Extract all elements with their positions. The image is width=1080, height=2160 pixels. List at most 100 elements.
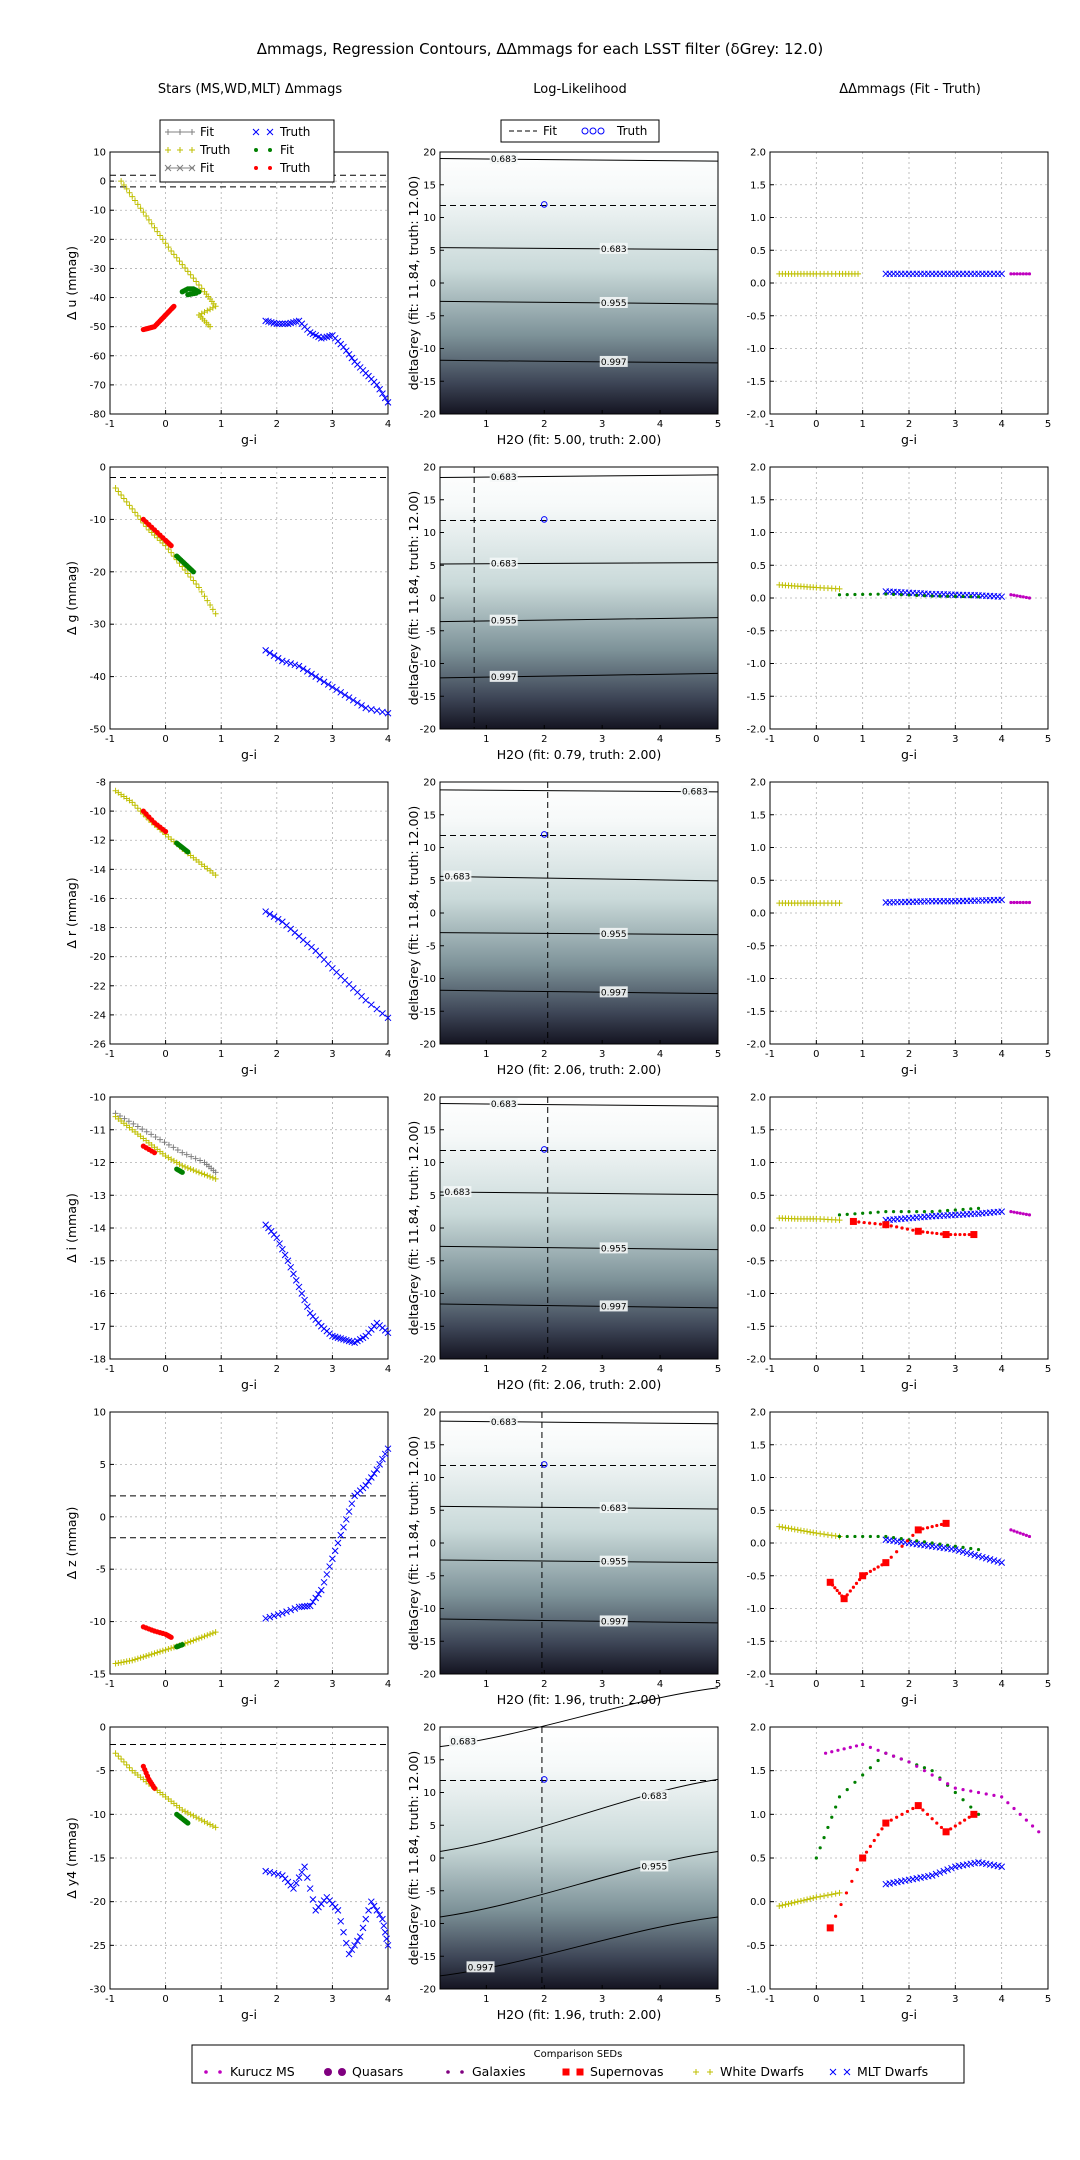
panel-stars-y4: -1 0 1 2 3 40-5-10-15-20-25-30g-iΔ y4 (mmag) [64,1723,392,2022]
panel-loglike-y4: 0.683 0.683 0.955 0.997 1 2 3 4 5 20 15 10 5 0 -5 -10 -1… [406,1687,721,2022]
ms-point [115,1753,122,1760]
kurucz-residual-point [1015,594,1019,598]
y-tick-label: 15 [423,1440,436,1451]
mlt-point [301,1603,308,1610]
ms-fit-point [134,1123,141,1130]
x-tick-label: 2 [541,1994,547,2005]
legend-label: Fit [200,161,214,175]
legend-frame [159,119,335,183]
mlt-point [298,1290,306,1297]
x-tick-label: 2 [274,1679,280,1690]
supernova-square [882,1221,890,1229]
supernova-residual-point [844,1891,849,1895]
x-tick-label: 5 [1045,419,1051,430]
galaxy-residual-point [891,592,896,596]
mlt-point [376,1911,384,1919]
supernova-residual-point [868,1569,872,1573]
ms-point [195,1815,202,1822]
mlt-point [354,1937,361,1945]
contour-label-bg [599,1615,628,1627]
wd-residual-point [810,1529,817,1536]
contour-line [439,300,719,305]
truth-point [540,831,548,838]
truth-point [540,1461,548,1468]
mlt-point [349,696,357,704]
kurucz-residual-point [824,1751,828,1755]
supernova-residual-point [911,1228,915,1232]
x-tick-label: 0 [162,734,168,745]
contour-label: 0.683 [601,245,627,255]
y-tick-label: -15 [420,1952,436,1963]
panel-residual-u: -1 0 1 2 3 4 5 2.0 1.5 1.0 0.5 0.0 -0.5 -1.0 -1.5 -2.0 g… [746,148,1051,448]
ms-point [112,484,119,491]
x-tick-label: 0 [162,1364,168,1375]
kurucz-residual-point [1027,1534,1032,1539]
supernova-residual-point [967,1232,971,1237]
y-axis-label: deltaGrey (fit: 11.84, truth: 12.00) [406,491,421,705]
y-tick-label: -15 [90,1256,106,1267]
kurucz-residual-point [1006,1801,1010,1805]
x-tick-label: 4 [385,1679,391,1690]
legend-marker [188,164,196,172]
kurucz-residual-point [1021,900,1025,905]
y-tick-label: 0.5 [750,1506,766,1517]
panel-stars-i: -1 0 1 2 3 4-10-11-12-13-14-15-16-17-18g-iΔ i… [64,1093,392,1392]
y-tick-label: -0.5 [746,1941,766,1952]
supernova-residual-point [900,1544,904,1548]
y-tick-label: 0.0 [750,594,766,605]
x-tick-label: 0 [162,419,168,430]
supernova-square [882,1559,890,1567]
mlt-point [381,394,389,402]
y-tick-label: -15 [420,377,436,388]
supernova-square [914,1227,922,1235]
ms-point [190,1167,197,1174]
panel-loglike-g: 0.683 0.683 0.955 0.997 1 2 3 4 5 20 15 10 5 0 -5 -10 -1… [406,463,721,763]
wd-residual-point [785,1525,792,1532]
contour-label-bg [489,670,518,682]
kurucz-residual-point [1027,596,1032,600]
mlt-point [266,649,274,657]
mlt-residual-point [967,1550,975,1558]
y-tick-label: -8 [96,778,106,789]
ms-point [201,1633,208,1640]
x-tick-label: 1 [218,1679,224,1690]
mlt-point [383,1935,390,1943]
x-tick-label: 2 [906,1364,912,1375]
galaxy-residual-point [907,593,911,597]
panel-stars-g: -1 0 1 2 3 40-10-20-30-40-50g-iΔ g (mmag) [64,463,392,762]
y-tick-label: 20 [423,148,436,159]
x-tick-label: -1 [765,419,775,430]
supernova-residual-point [921,1527,925,1531]
legend-marker [562,2068,570,2076]
legend-marker [581,127,589,135]
mlt-point [274,1611,282,1618]
ms-point [120,1758,127,1765]
y-tick-label: -20 [420,1355,436,1366]
galaxy-residual-point [814,1856,818,1860]
kurucz-residual-point [1027,272,1032,276]
supernova-square [914,1802,922,1810]
mlt-point [292,1277,300,1284]
mlt-point [274,915,282,923]
x-tick-label: 4 [385,734,391,745]
x-tick-label: 2 [274,734,280,745]
ms-point [126,1764,133,1771]
mlt-point [270,1869,278,1877]
supernova-residual-point [872,1838,876,1843]
x-tick-label: 3 [952,1049,958,1060]
supernova-square [970,1231,978,1239]
supernova-residual-point [850,1879,854,1883]
contour-line [439,1303,719,1309]
contour-label: 0.955 [601,1558,627,1568]
kurucz-residual-point [946,1782,950,1786]
wd-residual-point [776,1523,783,1530]
ms-point [179,261,186,268]
wd-truth-point [151,1150,158,1156]
y-axis-label: deltaGrey (fit: 11.84, truth: 12.00) [406,1121,421,1335]
kurucz-residual-point [1015,900,1019,905]
x-tick-label: -1 [105,734,115,745]
legend-marker [843,2068,851,2076]
galaxy-residual-point [915,1210,919,1214]
